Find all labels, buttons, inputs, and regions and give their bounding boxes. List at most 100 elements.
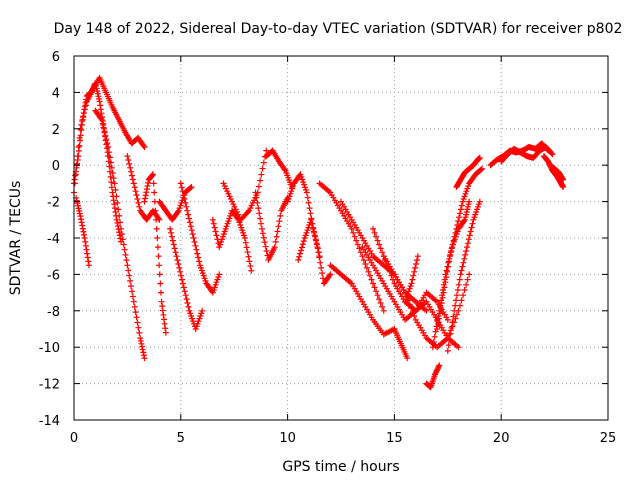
- data-point: [107, 154, 114, 161]
- data-point: [188, 184, 195, 191]
- data-point: [263, 248, 270, 254]
- data-point: [111, 201, 118, 208]
- data-point: [436, 310, 443, 317]
- data-point: [434, 326, 441, 332]
- data-point: [457, 210, 464, 217]
- data-point: [373, 233, 380, 240]
- data-point: [191, 238, 198, 245]
- data-point: [437, 305, 444, 312]
- data-point: [313, 240, 320, 247]
- data-point: [277, 212, 284, 219]
- series-arc-16: [316, 180, 387, 314]
- data-point: [108, 164, 115, 171]
- data-point: [106, 149, 113, 156]
- data-point: [178, 184, 185, 191]
- data-point: [308, 216, 315, 223]
- data-point: [371, 229, 378, 236]
- data-point: [297, 250, 304, 257]
- data-point: [84, 254, 91, 261]
- chart-title: Day 148 of 2022, Sidereal Day-to-day VTE…: [54, 21, 623, 37]
- data-point: [143, 186, 150, 193]
- y-tick-label: 4: [52, 86, 60, 101]
- data-point: [460, 218, 467, 225]
- data-point: [465, 236, 472, 243]
- data-point: [154, 235, 161, 241]
- data-point: [216, 271, 223, 278]
- data-point: [376, 296, 383, 303]
- data-point: [244, 209, 251, 215]
- data-point: [184, 300, 191, 306]
- data-point: [126, 272, 133, 279]
- data-point: [150, 180, 157, 187]
- data-point: [129, 176, 136, 183]
- data-point: [450, 313, 457, 320]
- data-point: [194, 250, 201, 257]
- data-point: [168, 229, 175, 236]
- data-point: [138, 340, 145, 347]
- data-point: [136, 203, 143, 210]
- data-point: [274, 228, 281, 235]
- data-point: [350, 229, 357, 236]
- data-point: [137, 337, 144, 344]
- data-point: [176, 264, 183, 271]
- data-point: [104, 140, 111, 147]
- data-point: [172, 249, 179, 256]
- data-point: [127, 277, 134, 284]
- data-point: [189, 231, 196, 238]
- series-arc-12: [252, 189, 291, 263]
- data-point: [133, 314, 140, 321]
- data-point: [458, 267, 465, 274]
- data-point: [85, 258, 92, 265]
- data-point: [444, 268, 451, 275]
- data-point: [120, 241, 127, 248]
- data-point: [107, 173, 114, 180]
- data-point: [79, 116, 86, 123]
- data-point: [315, 249, 322, 256]
- data-point: [78, 219, 85, 226]
- data-point: [281, 166, 288, 173]
- data-point: [180, 192, 187, 199]
- data-point: [461, 287, 468, 293]
- data-point: [144, 183, 151, 189]
- data-point: [153, 216, 160, 223]
- data-point: [316, 254, 323, 261]
- data-point: [141, 198, 148, 205]
- data-point: [452, 229, 459, 236]
- data-point: [442, 279, 449, 286]
- data-point: [548, 150, 555, 157]
- data-point: [143, 189, 150, 196]
- data-point: [157, 280, 164, 287]
- data-point: [319, 270, 326, 277]
- data-point: [78, 121, 85, 128]
- data-point: [560, 184, 567, 191]
- data-point: [466, 232, 473, 239]
- data-point: [169, 237, 176, 244]
- data-point: [195, 254, 202, 261]
- data-point: [137, 335, 144, 342]
- data-point: [409, 309, 416, 316]
- data-point: [159, 303, 166, 310]
- data-point: [443, 274, 450, 280]
- data-point: [75, 153, 82, 160]
- series-arc-6: [141, 171, 169, 336]
- data-point: [559, 175, 566, 182]
- data-point: [110, 175, 117, 182]
- x-tick-labels: 0 5 10 15 20 25: [70, 431, 616, 446]
- data-point: [187, 184, 194, 191]
- data-point: [84, 250, 91, 257]
- data-point: [161, 316, 168, 323]
- y-tick-label: 0: [52, 159, 60, 174]
- data-point: [450, 237, 457, 244]
- data-point: [453, 297, 460, 304]
- data-point: [132, 188, 139, 195]
- data-point: [185, 303, 192, 310]
- data-point: [152, 207, 159, 214]
- data-point: [379, 249, 386, 256]
- data-point: [140, 349, 147, 356]
- y-tick-label: -10: [39, 341, 60, 356]
- data-point: [449, 241, 456, 248]
- data-point: [151, 189, 158, 196]
- data-point: [460, 259, 467, 266]
- data-point: [435, 363, 442, 370]
- series-arc-26: [434, 165, 485, 332]
